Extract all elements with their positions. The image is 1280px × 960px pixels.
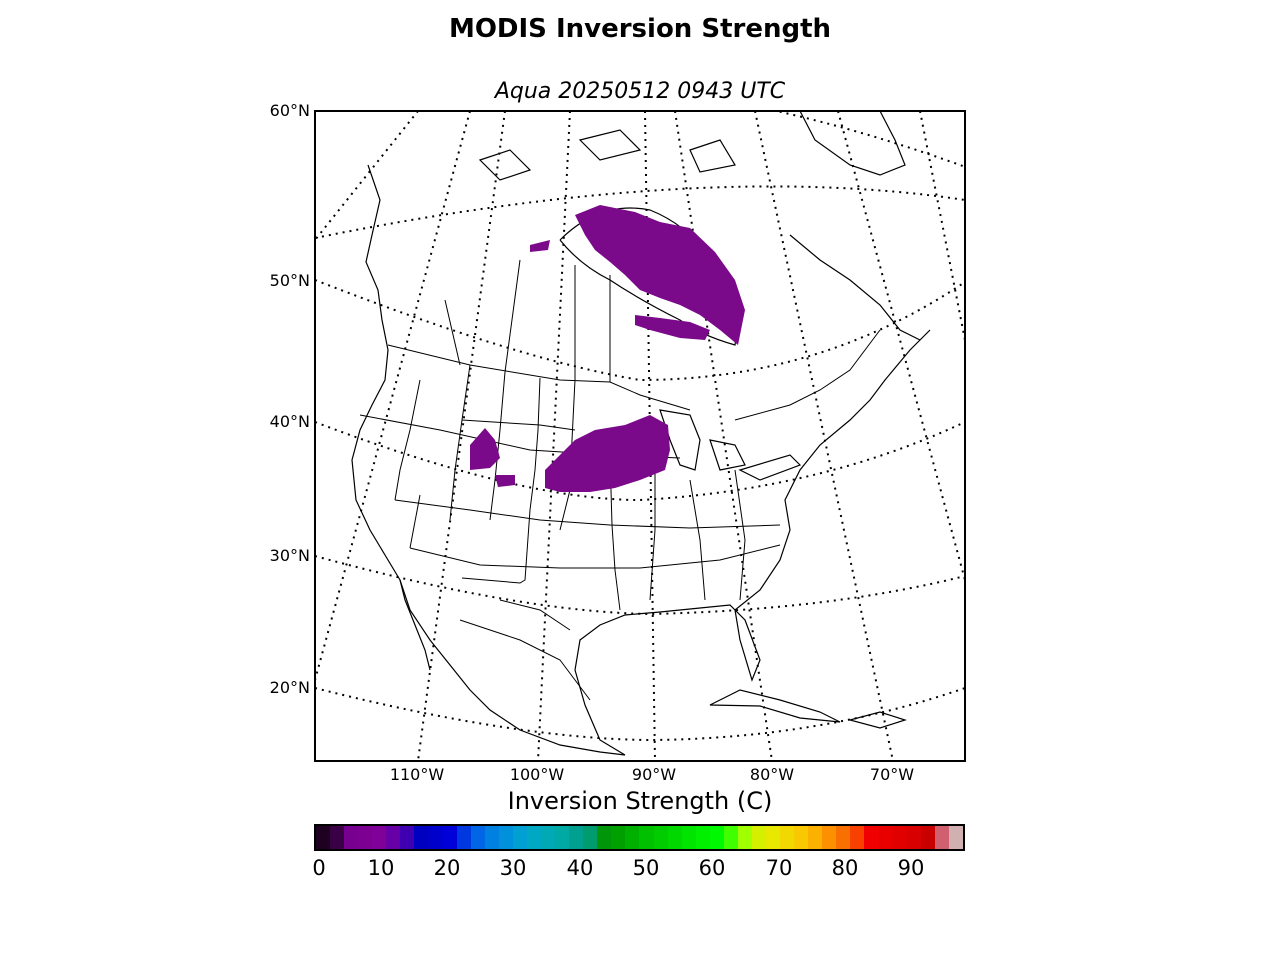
map-frame bbox=[314, 110, 966, 762]
colorbar-segment bbox=[442, 826, 457, 849]
colorbar-tick-60: 60 bbox=[698, 856, 726, 880]
colorbar-segment bbox=[541, 826, 556, 849]
colorbar-segment bbox=[667, 826, 682, 849]
colorbar-segment bbox=[766, 826, 781, 849]
colorbar-segment bbox=[878, 826, 893, 849]
colorbar-segment bbox=[555, 826, 570, 849]
colorbar-tick-30: 30 bbox=[499, 856, 527, 880]
lat-label-60n: 60°N bbox=[269, 101, 310, 120]
colorbar bbox=[314, 824, 965, 851]
colorbar-segment bbox=[836, 826, 851, 849]
lat-label-30n: 30°N bbox=[269, 546, 310, 565]
political-boundaries bbox=[359, 259, 881, 701]
colorbar-segment bbox=[526, 826, 541, 849]
colorbar-segment bbox=[400, 826, 415, 849]
graticule-meridians bbox=[315, 111, 965, 761]
colorbar-tick-80: 80 bbox=[831, 856, 859, 880]
colorbar-segment bbox=[920, 826, 935, 849]
colorbar-tick-40: 40 bbox=[566, 856, 594, 880]
colorbar-segment bbox=[498, 826, 513, 849]
inversion-data-overlay bbox=[470, 205, 745, 492]
colorbar-tick-90: 90 bbox=[897, 856, 925, 880]
colorbar-segment bbox=[512, 826, 527, 849]
colorbar-segment bbox=[906, 826, 921, 849]
lon-label-110w: 110°W bbox=[389, 765, 445, 784]
lon-label-80w: 80°W bbox=[749, 765, 795, 784]
colorbar-segment bbox=[414, 826, 429, 849]
colorbar-segment bbox=[794, 826, 809, 849]
colorbar-segment bbox=[737, 826, 752, 849]
colorbar-tick-20: 20 bbox=[433, 856, 461, 880]
colorbar-segment bbox=[625, 826, 640, 849]
colorbar-segment bbox=[344, 826, 359, 849]
colorbar-segment bbox=[653, 826, 668, 849]
lon-label-100w: 100°W bbox=[509, 765, 565, 784]
colorbar-segment bbox=[583, 826, 598, 849]
colorbar-segment bbox=[864, 826, 879, 849]
lat-label-40n: 40°N bbox=[269, 412, 310, 431]
colorbar-segment bbox=[470, 826, 485, 849]
colorbar-segment bbox=[372, 826, 387, 849]
colorbar-segment bbox=[780, 826, 795, 849]
colorbar-segment bbox=[808, 826, 823, 849]
graticule-parallels bbox=[315, 111, 965, 742]
colorbar-segment bbox=[484, 826, 499, 849]
lon-label-90w: 90°W bbox=[631, 765, 677, 784]
colorbar-segment bbox=[822, 826, 837, 849]
colorbar-segment bbox=[850, 826, 865, 849]
colorbar-tick-70: 70 bbox=[765, 856, 793, 880]
colorbar-segment bbox=[456, 826, 471, 849]
colorbar-title: Inversion Strength (C) bbox=[507, 787, 773, 815]
colorbar-tick-10: 10 bbox=[367, 856, 395, 880]
data-region-ontario-south bbox=[635, 315, 710, 340]
colorbar-segment bbox=[681, 826, 696, 849]
coastlines bbox=[351, 111, 931, 756]
colorbar-segment bbox=[358, 826, 373, 849]
colorbar-segment bbox=[330, 826, 345, 849]
colorbar-segment bbox=[892, 826, 907, 849]
colorbar-segment bbox=[597, 826, 612, 849]
lat-label-50n: 50°N bbox=[269, 271, 310, 290]
lat-label-20n: 20°N bbox=[269, 678, 310, 697]
data-region-hudson-ontario bbox=[575, 205, 745, 345]
colorbar-segment bbox=[751, 826, 766, 849]
colorbar-segment bbox=[316, 826, 331, 849]
data-region-plains-small bbox=[495, 475, 515, 487]
page-title: MODIS Inversion Strength bbox=[448, 14, 832, 44]
colorbar-segment bbox=[723, 826, 738, 849]
colorbar-segment bbox=[639, 826, 654, 849]
colorbar-segment bbox=[695, 826, 710, 849]
data-region-upper-midwest bbox=[545, 415, 670, 492]
data-region-manitoba-strip bbox=[530, 240, 550, 252]
colorbar-segment bbox=[934, 826, 949, 849]
map-content bbox=[315, 111, 965, 761]
lon-label-70w: 70°W bbox=[869, 765, 915, 784]
colorbar-segment bbox=[709, 826, 724, 849]
colorbar-segment bbox=[948, 826, 963, 849]
data-region-wyoming-colorado bbox=[470, 428, 500, 470]
colorbar-segment bbox=[428, 826, 443, 849]
map-subtitle: Aqua 20250512 0943 UTC bbox=[494, 79, 786, 104]
colorbar-segment bbox=[611, 826, 626, 849]
colorbar-segment bbox=[386, 826, 401, 849]
colorbar-segment bbox=[569, 826, 584, 849]
colorbar-tick-0: 0 bbox=[312, 856, 326, 880]
colorbar-tick-50: 50 bbox=[632, 856, 660, 880]
